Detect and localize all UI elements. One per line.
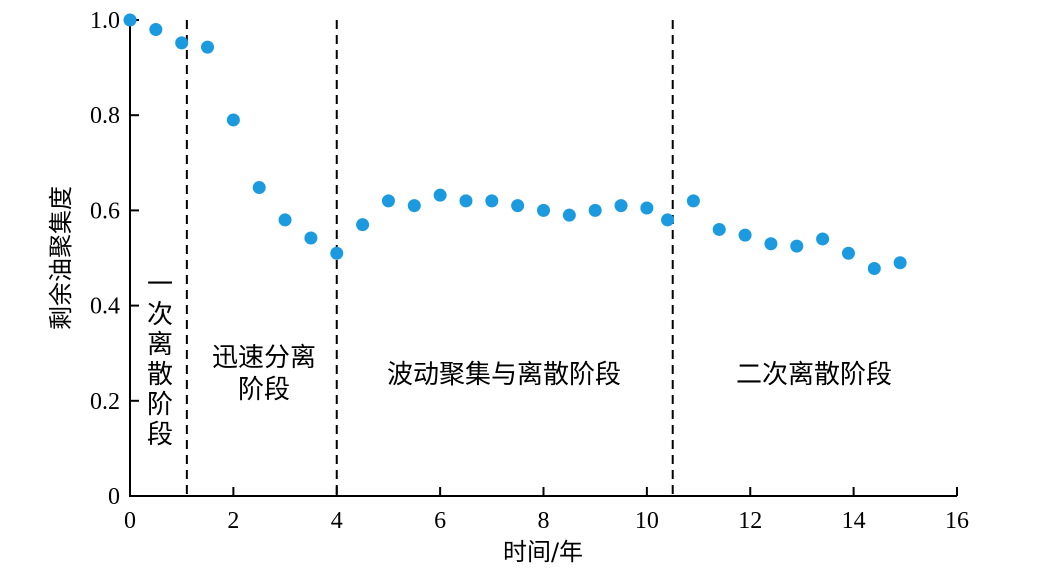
data-point (588, 203, 602, 217)
phase-label-char: 阶 (147, 390, 173, 420)
phase-label-3: 波动聚集与离散阶段 (387, 360, 621, 390)
y-tick-label: 0.8 (90, 103, 120, 129)
tick-group: 0 2 4 6 8 10 12 14 16 0 0.2 0.4 0.6 0.8 1.0 (90, 8, 969, 534)
x-tick-label: 12 (738, 508, 762, 534)
phase-label-2-line: 迅速分离 (212, 343, 316, 373)
data-point (511, 199, 525, 213)
x-tick-label: 4 (331, 508, 343, 534)
data-point (841, 246, 855, 260)
data-point-group (123, 13, 907, 275)
y-tick-label: 0 (108, 484, 120, 510)
data-point (562, 208, 576, 222)
phase-label-1: 一次离散阶段 (147, 270, 173, 450)
y-tick-label: 0.4 (90, 294, 120, 320)
phase-label-char: 散 (147, 360, 173, 390)
data-point (407, 199, 421, 213)
data-point (640, 201, 654, 215)
phase-label-char: 段 (147, 420, 173, 450)
data-point (485, 194, 499, 208)
phase-label-char: 一 (147, 270, 173, 300)
x-tick-label: 16 (945, 508, 969, 534)
x-axis-label: 时间/年 (503, 538, 583, 566)
phase-label-2-line: 阶段 (238, 375, 290, 405)
data-point (764, 237, 778, 251)
data-point (867, 261, 881, 275)
data-point (893, 256, 907, 270)
y-axis-label: 剩余油聚集度 (47, 186, 75, 330)
phase-label-4: 二次离散阶段 (736, 360, 892, 390)
data-point (433, 188, 447, 202)
data-point (201, 40, 215, 54)
data-point (381, 194, 395, 208)
y-tick-label: 0.6 (90, 198, 120, 224)
data-point (661, 213, 675, 227)
x-tick-label: 0 (124, 508, 136, 534)
data-point (356, 218, 370, 232)
y-tick-label: 0.2 (90, 389, 120, 415)
data-point (790, 239, 804, 253)
x-tick-label: 14 (842, 508, 866, 534)
x-tick-label: 8 (538, 508, 550, 534)
data-point (686, 194, 700, 208)
data-point (123, 13, 137, 27)
x-tick-label: 10 (635, 508, 659, 534)
phase-divider-group (185, 20, 674, 496)
data-point (712, 222, 726, 236)
data-point (252, 181, 266, 195)
phase-label-char: 次 (147, 300, 173, 330)
data-point (816, 232, 830, 246)
data-point (304, 231, 318, 245)
data-point (537, 203, 550, 217)
data-point (175, 36, 189, 50)
phase-label-char: 离 (147, 330, 173, 360)
y-tick-label: 1.0 (90, 8, 120, 34)
data-point (614, 199, 628, 213)
x-tick-label: 6 (434, 508, 446, 534)
data-point (330, 246, 344, 260)
x-tick-label: 2 (227, 508, 239, 534)
data-point (738, 228, 752, 242)
data-point (149, 23, 163, 37)
data-point (459, 194, 473, 208)
data-point (278, 213, 292, 227)
data-point (226, 113, 240, 127)
